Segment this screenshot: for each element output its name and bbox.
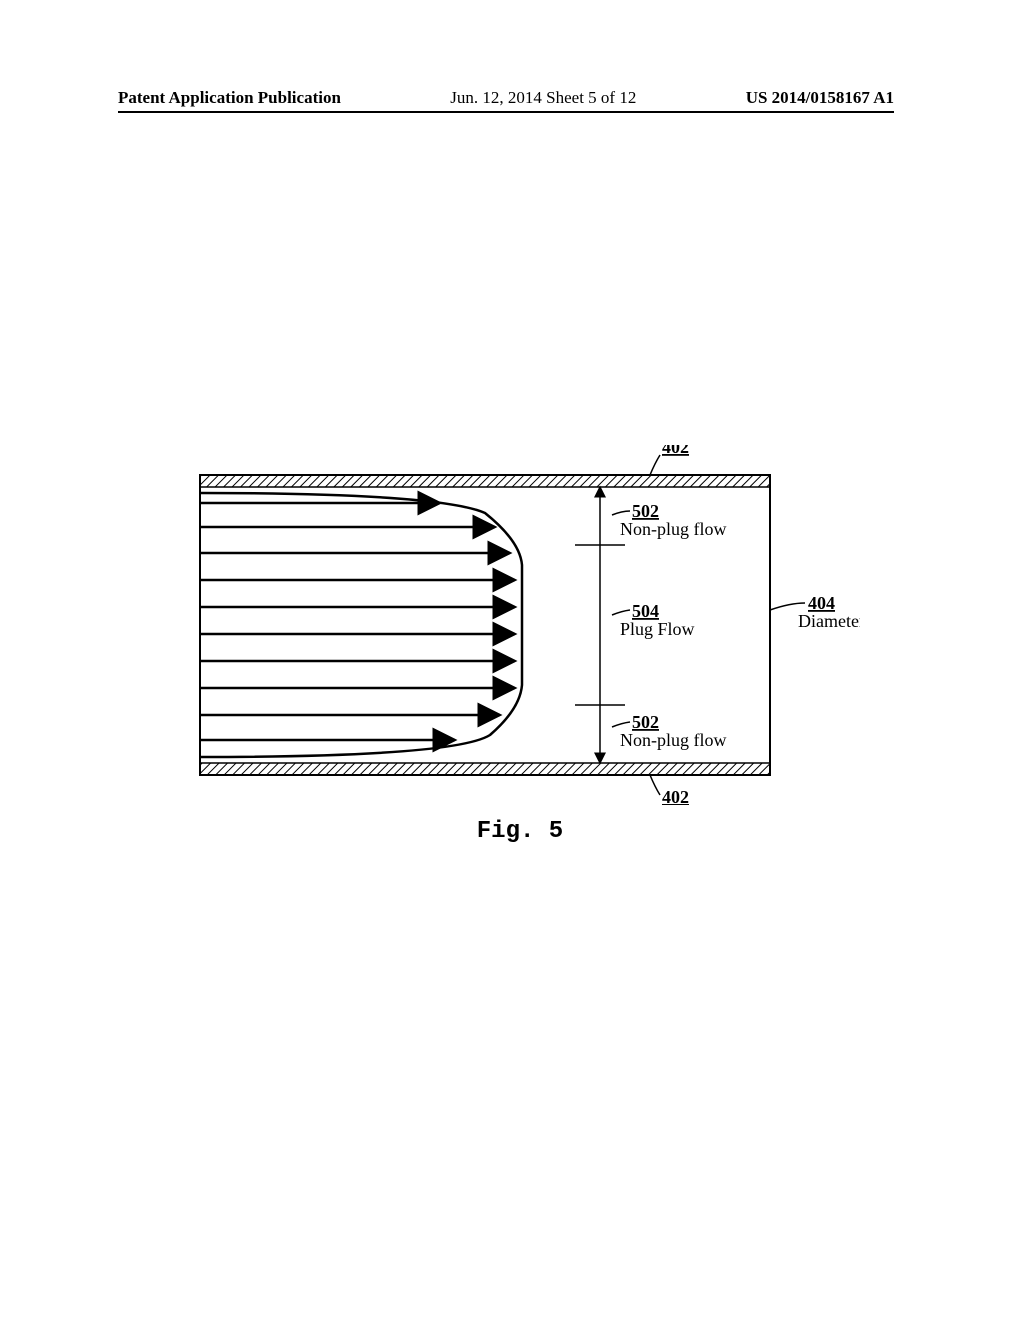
label-404-num: 404 — [808, 593, 835, 613]
flow-profile-curve — [200, 493, 522, 757]
label-502-top-num: 502 — [632, 501, 659, 521]
figure-caption: Fig. 5 — [180, 818, 860, 845]
label-502-bottom-num: 502 — [632, 712, 659, 732]
label-402-top: 402 — [662, 445, 689, 457]
header-rule — [118, 111, 894, 113]
label-504-text: Plug Flow — [620, 619, 695, 639]
leader-402-bottom — [650, 775, 660, 795]
label-402-bottom: 402 — [662, 787, 689, 805]
leader-504 — [612, 610, 630, 615]
flow-arrows — [200, 503, 515, 740]
bottom-wall — [200, 763, 770, 775]
page-header: Patent Application Publication Jun. 12, … — [0, 88, 1024, 108]
label-504-num: 504 — [632, 601, 659, 621]
figure-container: 402 402 502 Non-plug flow 504 Plug Flow … — [180, 445, 860, 845]
figure-svg: 402 402 502 Non-plug flow 504 Plug Flow … — [180, 445, 860, 805]
leader-502-bottom — [612, 722, 630, 727]
label-502-top-text: Non-plug flow — [620, 519, 727, 539]
leader-502-top — [612, 511, 630, 515]
leader-404 — [770, 603, 805, 610]
header-right: US 2014/0158167 A1 — [746, 88, 894, 108]
label-502-bottom-text: Non-plug flow — [620, 730, 727, 750]
leader-402-top — [650, 455, 660, 475]
top-wall — [200, 475, 770, 487]
label-404-text: Diameter — [798, 611, 860, 631]
header-center: Jun. 12, 2014 Sheet 5 of 12 — [450, 88, 636, 108]
header-left: Patent Application Publication — [118, 88, 341, 108]
